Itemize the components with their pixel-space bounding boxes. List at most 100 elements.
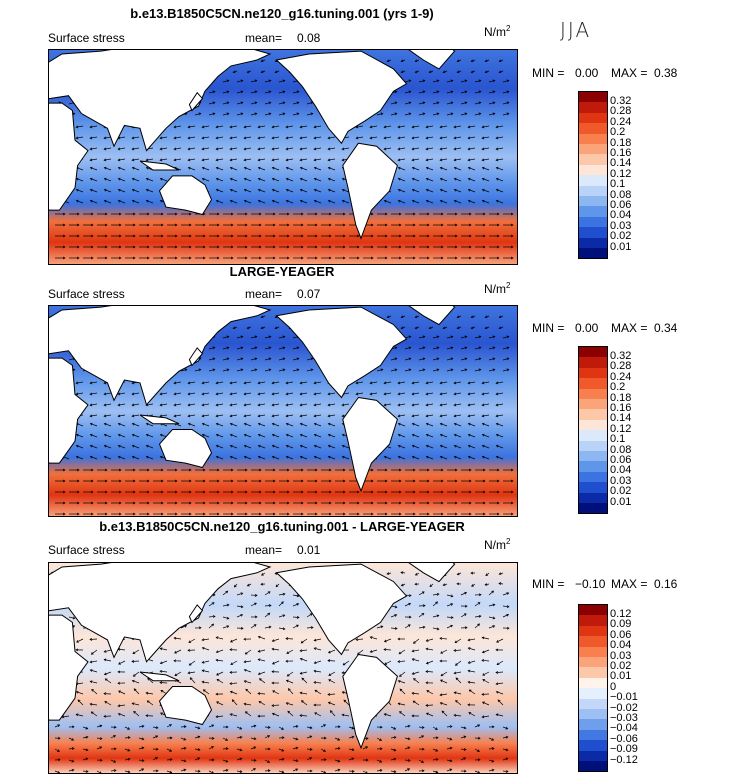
continent-outline: [49, 102, 89, 211]
continent-outline: [342, 653, 398, 750]
colorbar-swatch: [579, 367, 607, 379]
land-masses: [49, 563, 456, 750]
colorbar-level-label: 0.18: [610, 391, 632, 404]
colorbar-swatch: [579, 378, 607, 389]
panel-variable-label: Surface stress: [48, 31, 125, 45]
colorbar-level-label: 0.04: [610, 209, 632, 222]
colorbar-level-label: 0.14: [610, 157, 632, 170]
continent-outline: [275, 306, 408, 399]
continent-outline: [275, 50, 408, 145]
colorbar-swatch: [579, 237, 607, 248]
colorbar-level-label: 0.03: [610, 219, 632, 232]
colorbar-swatch: [579, 347, 607, 358]
max-label: MAX =: [611, 577, 648, 591]
season-label: JJA: [560, 18, 592, 42]
colorbar-swatch: [579, 503, 607, 514]
colorbar-swatch: [579, 430, 607, 441]
panel-mean-label: mean=: [245, 31, 283, 45]
colorbar-swatch: [579, 482, 607, 493]
colorbar-level-label: 0.02: [610, 659, 632, 672]
colorbar-swatch: [579, 492, 607, 503]
colorbar-swatch: [579, 729, 607, 741]
colorbar-swatch: [579, 677, 607, 689]
panel-variable-label: Surface stress: [48, 287, 125, 301]
colorbar-swatch: [579, 154, 607, 165]
continent-outline: [49, 50, 272, 152]
continent-outline: [158, 175, 213, 216]
colorbar-level-label: 0.12: [610, 422, 632, 435]
continent-outline: [49, 357, 89, 464]
colorbar-swatch: [579, 102, 607, 113]
colorbar-swatch: [579, 688, 607, 699]
colorbar-swatch: [579, 175, 607, 186]
colorbar-level-label: 0.2: [610, 381, 626, 394]
continent-outline: [275, 563, 408, 656]
map-panel-obs: [48, 305, 518, 517]
colorbar-level-label: −0.03: [610, 711, 638, 724]
colorbar-swatch: [579, 709, 607, 720]
colorbar-level-label: 0.01: [610, 670, 632, 683]
colorbar-level-label: 0.16: [610, 146, 632, 159]
colorbar-swatches: [578, 346, 608, 515]
colorbar-level-label: 0: [610, 680, 617, 693]
panel-mean-value: 0.08: [297, 31, 321, 45]
continent-outline: [342, 142, 398, 240]
max-value: 0.16: [654, 577, 678, 591]
land-masses: [49, 50, 456, 240]
land-masses: [49, 306, 456, 493]
continent-outline: [49, 306, 272, 406]
max-value: 0.38: [654, 66, 678, 80]
colorbar-swatch: [579, 185, 607, 196]
colorbar-level-label: 0.2: [610, 126, 626, 139]
colorbar-swatch: [579, 750, 607, 761]
panel-units: N/m2: [484, 24, 511, 39]
colorbar-level-label: 0.16: [610, 401, 632, 414]
continent-outline: [188, 604, 204, 624]
colorbar-swatch: [579, 399, 607, 410]
panel-mean-value: 0.07: [297, 287, 321, 301]
colorbar-level-label: −0.02: [610, 701, 638, 714]
colorbar-swatch: [579, 92, 607, 103]
colorbar-swatch: [579, 206, 607, 217]
colorbar-level-label: 0.08: [610, 188, 632, 201]
max-label: MAX =: [611, 66, 648, 80]
continent-outline: [158, 429, 213, 469]
colorbar-swatch: [579, 657, 607, 668]
colorbar-level-label: 0.09: [610, 618, 632, 631]
colorbar-level-label: −0.09: [610, 743, 638, 756]
colorbar-level-label: 0.06: [610, 198, 632, 211]
colorbar-swatch: [579, 740, 607, 751]
panel-title-model: b.e13.B1850C5CN.ne120_g16.tuning.001 (yr…: [130, 6, 434, 21]
panel-title-diff: b.e13.B1850C5CN.ne120_g16.tuning.001 - L…: [99, 519, 465, 534]
colorbar-swatch: [579, 112, 607, 124]
colorbar-level-label: 0.04: [610, 639, 632, 652]
map-panel-diff: [48, 562, 518, 774]
colorbar-swatch: [579, 133, 607, 144]
colorbar-swatch: [579, 451, 607, 462]
continent-outline: [188, 91, 204, 112]
colorbar-level-label: 0.18: [610, 136, 632, 149]
colorbar-level-label: 0.1: [610, 178, 626, 191]
colorbar-swatch: [579, 761, 607, 772]
panel-units: N/m2: [484, 281, 511, 296]
colorbar-level-label: 0.12: [610, 167, 632, 180]
colorbar-level-label: −0.01: [610, 691, 638, 704]
colorbar-swatch: [579, 144, 607, 155]
colorbar-swatch: [579, 461, 607, 472]
continent-outline: [139, 671, 180, 682]
max-label: MAX =: [611, 321, 648, 335]
colorbar-swatch: [579, 196, 607, 207]
colorbar-level-label: 0.01: [610, 240, 632, 253]
continent-outline: [158, 686, 213, 726]
min-label: MIN =: [532, 66, 565, 80]
min-value: 0.00: [575, 321, 599, 335]
colorbar-swatch: [579, 409, 607, 420]
colorbar-level-label: 0.08: [610, 443, 632, 456]
colorbar-swatch: [579, 216, 607, 228]
max-value: 0.34: [654, 321, 678, 335]
panel-mean-label: mean=: [245, 287, 283, 301]
continent-outline: [342, 396, 398, 493]
colorbar-swatch: [579, 636, 607, 647]
colorbar-level-label: 0.06: [610, 453, 632, 466]
colorbar-swatch: [579, 164, 607, 176]
